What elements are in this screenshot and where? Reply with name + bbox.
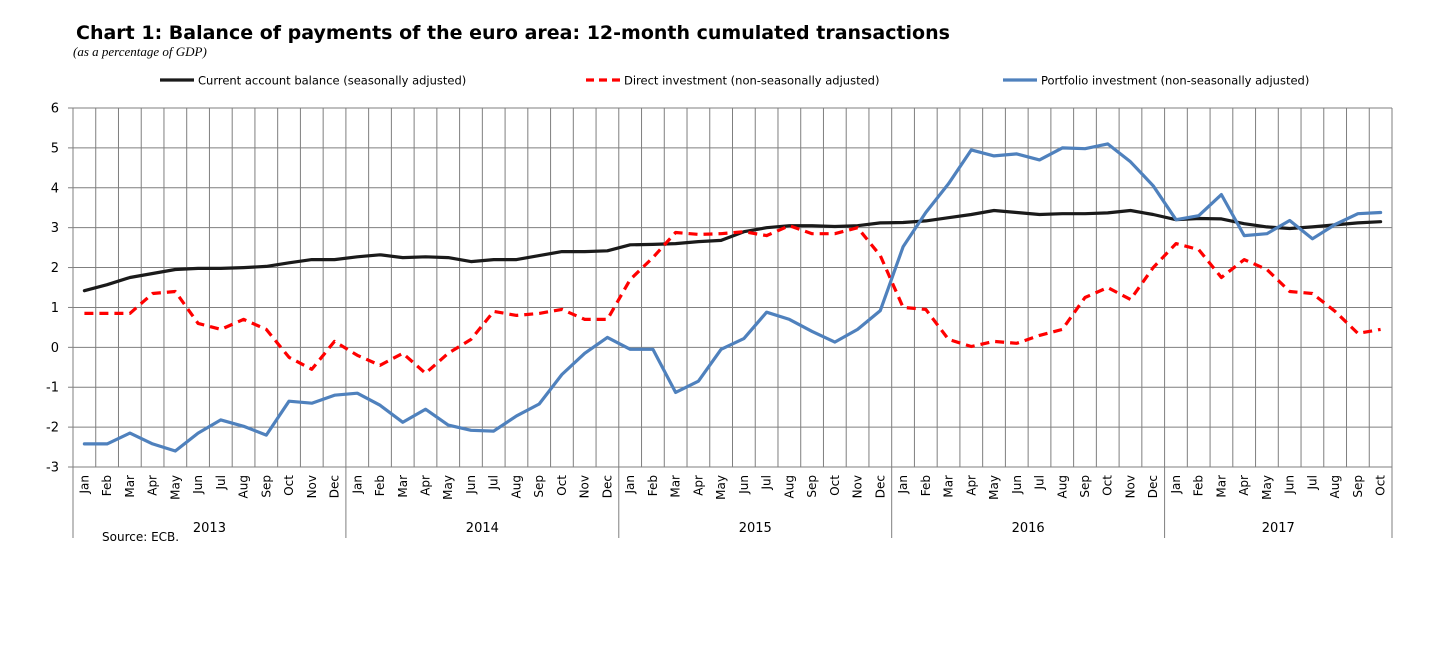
month-label: Mar xyxy=(1214,475,1228,498)
month-label: Apr xyxy=(1237,475,1251,496)
month-label: Sep xyxy=(1078,475,1092,498)
month-label: Aug xyxy=(509,475,523,498)
month-label: Aug xyxy=(1328,475,1342,498)
month-label: Oct xyxy=(828,475,842,496)
series-line-2 xyxy=(84,224,1381,375)
y-tick-label: -3 xyxy=(46,461,59,476)
month-label: Apr xyxy=(964,475,978,496)
year-label: 2013 xyxy=(193,521,226,536)
series-line-3 xyxy=(82,142,1383,453)
month-label: Apr xyxy=(418,475,432,496)
y-tick-label: -1 xyxy=(46,381,59,396)
month-label: Jun xyxy=(1010,475,1024,495)
month-label: Feb xyxy=(919,475,933,496)
month-label: May xyxy=(1260,475,1274,500)
month-label: Jun xyxy=(1283,475,1297,495)
month-label: Jun xyxy=(191,475,205,495)
y-tick-label: 0 xyxy=(51,341,59,356)
month-label: Feb xyxy=(1192,475,1206,496)
year-label: 2014 xyxy=(466,521,499,536)
y-axis: 6 5 4 3 2 1 0 -1 -2 -3 xyxy=(46,102,74,476)
month-label: Jun xyxy=(464,475,478,495)
y-tick-label: -2 xyxy=(46,421,59,436)
y-tick-label: 5 xyxy=(51,141,59,156)
month-label: Sep xyxy=(1351,475,1365,498)
month-label: Mar xyxy=(396,475,410,498)
month-label: Aug xyxy=(782,475,796,498)
legend-label: Portfolio investment (non-seasonally adj… xyxy=(1041,74,1309,88)
month-label: Mar xyxy=(942,475,956,498)
month-label: Jul xyxy=(487,475,501,490)
month-label: Feb xyxy=(100,475,114,496)
series-lines xyxy=(82,142,1383,453)
month-label: Jan xyxy=(896,475,910,495)
month-label: Jan xyxy=(77,475,91,495)
month-label: Dec xyxy=(873,475,887,498)
chart-title: Chart 1: Balance of payments of the euro… xyxy=(76,22,950,44)
year-label: 2017 xyxy=(1262,521,1295,536)
month-label: Nov xyxy=(1123,475,1137,498)
month-label: Dec xyxy=(328,475,342,498)
legend-label: Direct investment (non-seasonally adjust… xyxy=(624,74,879,88)
month-label: Jul xyxy=(760,475,774,490)
source-note: Source: ECB. xyxy=(102,530,180,544)
series-line-1 xyxy=(82,208,1383,293)
month-label: Feb xyxy=(646,475,660,496)
month-label: May xyxy=(168,475,182,500)
y-tick-label: 2 xyxy=(51,261,59,276)
month-label: Jul xyxy=(1033,475,1047,490)
y-tick-label: 1 xyxy=(51,301,59,316)
y-tick-label: 6 xyxy=(51,102,59,117)
month-label: Sep xyxy=(805,475,819,498)
month-label: Jan xyxy=(350,475,364,495)
month-label: Dec xyxy=(600,475,614,498)
chart-subtitle: (as a percentage of GDP) xyxy=(73,44,207,59)
month-label: Jul xyxy=(214,475,228,490)
month-label: Apr xyxy=(146,475,160,496)
year-label: 2015 xyxy=(739,521,772,536)
month-label: Jun xyxy=(737,475,751,495)
month-label: Sep xyxy=(259,475,273,498)
month-label: Nov xyxy=(305,475,319,498)
y-tick-label: 4 xyxy=(51,181,59,196)
month-label: Apr xyxy=(691,475,705,496)
legend: Current account balance (seasonally adju… xyxy=(160,74,1309,88)
month-label: Nov xyxy=(851,475,865,498)
chart-grid xyxy=(72,107,1393,468)
month-label: Aug xyxy=(237,475,251,498)
month-label: Sep xyxy=(532,475,546,498)
month-label: Oct xyxy=(1374,475,1388,496)
month-label: Oct xyxy=(555,475,569,496)
month-label: Nov xyxy=(578,475,592,498)
year-label: 2016 xyxy=(1012,521,1045,536)
month-label: Jan xyxy=(1169,475,1183,495)
month-label: Aug xyxy=(1055,475,1069,498)
month-label: Oct xyxy=(1101,475,1115,496)
month-label: Oct xyxy=(282,475,296,496)
month-label: Mar xyxy=(669,475,683,498)
x-axis: Jan Feb Mar Apr May Jun Jul Aug Sep Oct Nov Dec Jan F… xyxy=(72,467,1393,538)
legend-label: Current account balance (seasonally adju… xyxy=(198,74,466,88)
y-tick-label: 3 xyxy=(51,221,59,236)
month-label: Mar xyxy=(123,475,137,498)
month-label: Feb xyxy=(373,475,387,496)
month-label: Jul xyxy=(1305,475,1319,490)
month-label: Dec xyxy=(1146,475,1160,498)
month-label: May xyxy=(714,475,728,500)
month-label: May xyxy=(441,475,455,500)
month-label: May xyxy=(987,475,1001,500)
month-label: Jan xyxy=(623,475,637,495)
